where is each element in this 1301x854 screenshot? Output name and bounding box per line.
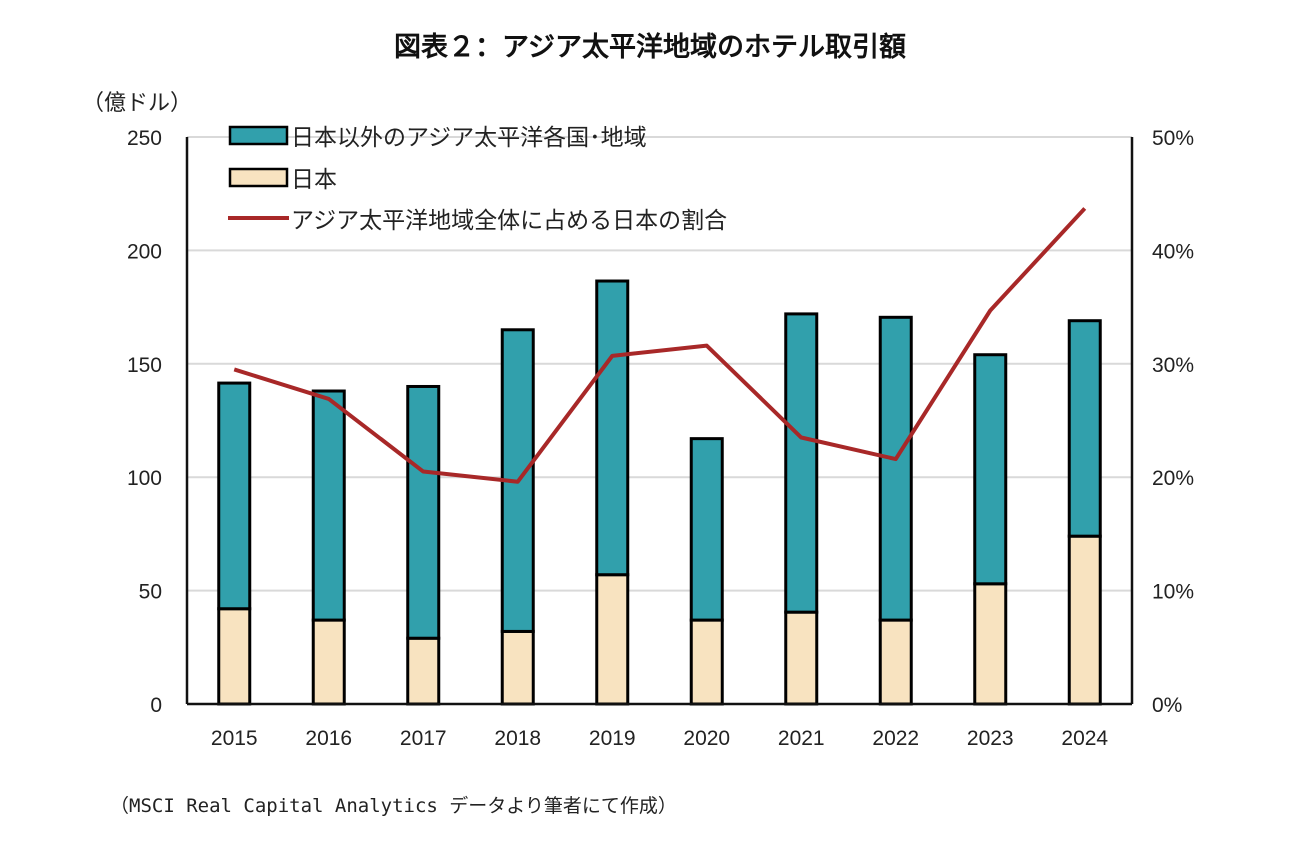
legend-label-japan-share: アジア太平洋地域全体に占める日本の割合 — [291, 208, 727, 234]
x-tick-label: 2021 — [778, 727, 825, 750]
bar-other-asia — [1067, 319, 1102, 538]
bar-japan — [595, 573, 630, 706]
x-tick-label: 2016 — [305, 727, 352, 750]
y-tick-label: 150 — [127, 354, 162, 377]
left-axis-ticks: 0 50 100 150 200 250 — [127, 127, 162, 717]
x-tick-label: 2018 — [494, 727, 541, 750]
bar-other-asia — [784, 312, 819, 614]
bars — [217, 279, 1102, 706]
bar-japan — [311, 618, 346, 706]
bar-other-asia — [595, 279, 630, 577]
bar-other-asia — [689, 437, 724, 622]
x-axis-ticks: 2015 2016 2017 2018 2019 2020 2021 2022 2023 2024 — [211, 727, 1109, 750]
x-tick-label: 2017 — [400, 727, 447, 750]
bar-other-asia — [406, 384, 441, 640]
x-tick-label: 2024 — [1061, 727, 1108, 750]
y2-tick-label: 40% — [1152, 240, 1194, 263]
source-note: （MSCI Real Capital Analytics データより筆者にて作成… — [110, 795, 677, 817]
legend-swatch-japan — [228, 167, 289, 188]
legend-label-other-asia: 日本以外のアジア太平洋各国･地域 — [291, 125, 647, 151]
legend-label-japan: 日本 — [291, 167, 337, 193]
y2-tick-label: 20% — [1152, 467, 1194, 490]
x-tick-label: 2020 — [683, 727, 730, 750]
y-tick-label: 200 — [127, 240, 162, 263]
legend-swatch-other-asia — [228, 125, 289, 146]
bar-other-asia — [217, 381, 252, 611]
bar-japan — [973, 582, 1008, 706]
y-tick-label: 0 — [150, 694, 162, 717]
y-tick-label: 50 — [139, 581, 162, 604]
legend: 日本以外のアジア太平洋各国･地域 日本 アジア太平洋地域全体に占める日本の割合 — [228, 125, 727, 234]
bar-japan — [689, 618, 724, 706]
japan-share-line — [233, 207, 1087, 484]
bar-japan — [1067, 534, 1102, 706]
bar-japan — [500, 629, 535, 706]
y2-tick-label: 10% — [1152, 581, 1194, 604]
y2-tick-label: 30% — [1152, 354, 1194, 377]
bar-japan — [406, 636, 441, 706]
axes — [185, 137, 1134, 706]
chart-title: 図表２：アジア太平洋地域のホテル取引額 — [394, 31, 906, 63]
bar-japan — [878, 618, 913, 706]
x-tick-label: 2023 — [967, 727, 1014, 750]
y-tick-label: 250 — [127, 127, 162, 150]
bar-other-asia — [878, 315, 913, 622]
x-tick-label: 2022 — [872, 727, 919, 750]
y-axis-unit-label: （億ドル） — [82, 91, 192, 116]
x-tick-label: 2019 — [589, 727, 636, 750]
y-tick-label: 100 — [127, 467, 162, 490]
y2-tick-label: 50% — [1152, 127, 1194, 150]
x-tick-label: 2015 — [211, 727, 258, 750]
bar-other-asia — [973, 353, 1008, 586]
y2-tick-label: 0% — [1152, 694, 1182, 717]
bar-other-asia — [311, 389, 346, 622]
bar-japan — [784, 610, 819, 706]
right-axis-ticks: 0% 10% 20% 30% 40% 50% — [1152, 127, 1194, 717]
japan-share-line-group — [233, 207, 1087, 484]
bar-japan — [217, 607, 252, 706]
